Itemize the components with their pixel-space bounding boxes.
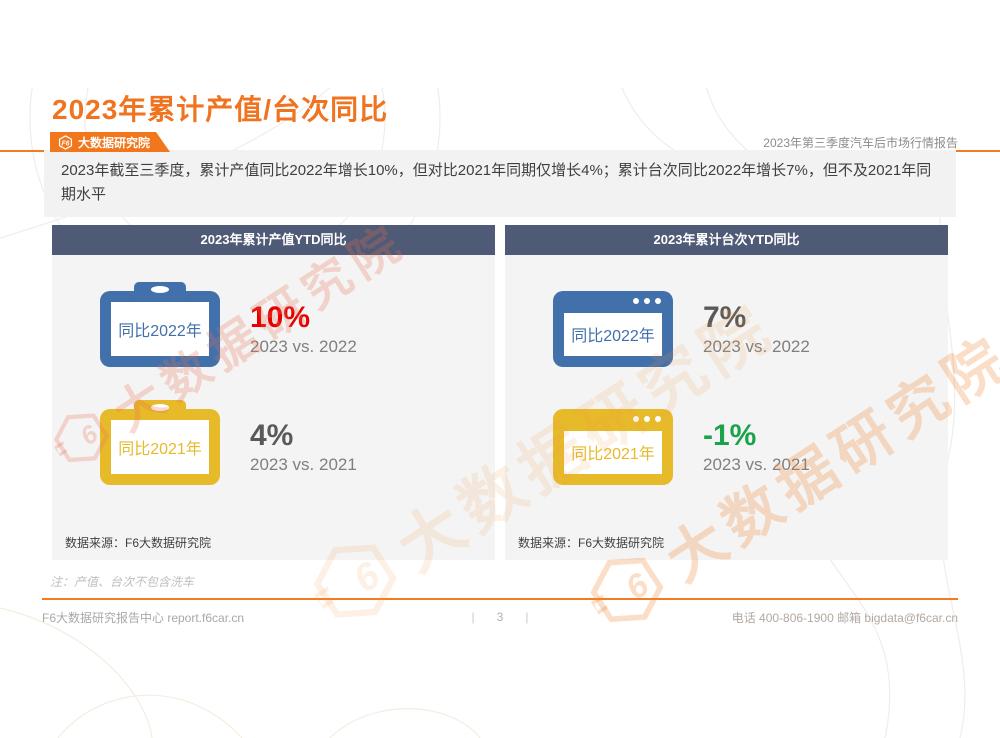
icon-face: 同比2022年: [564, 312, 662, 356]
stat-value: 10%: [250, 300, 311, 334]
icon-label: 同比2021年: [571, 446, 655, 464]
page-number-separator: |: [471, 610, 475, 625]
window-dots-icon: [633, 297, 661, 304]
clipboard-icon: 同比2021年: [100, 399, 220, 485]
panel-header: 2023年累计台次YTD同比: [505, 224, 948, 255]
page-number-separator: |: [525, 610, 529, 625]
icon-face: 同比2021年: [564, 430, 662, 474]
clipboard-clip: [134, 281, 186, 304]
browser-window-icon: 同比2021年: [553, 408, 673, 485]
stat-text: 4% 2023 vs. 2021: [250, 419, 357, 475]
stat-caption: 2023 vs. 2022: [703, 336, 810, 356]
panel-output-value: 2023年累计产值YTD同比 同比2022年 10% 2023 vs. 2022: [52, 224, 495, 560]
icon-face: 同比2022年: [111, 301, 209, 356]
page-number-group: | 3 |: [472, 610, 529, 624]
stat-text: -1% 2023 vs. 2021: [703, 419, 810, 475]
panels-container: 2023年累计产值YTD同比 同比2022年 10% 2023 vs. 2022: [52, 224, 948, 560]
data-source: 数据来源：F6大数据研究院: [518, 535, 665, 550]
clipboard-clip-hole: [151, 403, 169, 411]
summary-box: 2023年截至三季度，累计产值同比2022年增长10%，但对比2021年同期仅增…: [44, 150, 956, 217]
stat-row: 同比2021年 -1% 2023 vs. 2021: [553, 408, 948, 485]
clipboard-icon: 同比2022年: [100, 281, 220, 367]
browser-window-icon: 同比2022年: [553, 290, 673, 367]
stat-text: 7% 2023 vs. 2022: [703, 301, 810, 357]
brand-badge: F6 大数据研究院: [50, 132, 170, 152]
clipboard-clip: [134, 399, 186, 422]
panel-body: 同比2022年 10% 2023 vs. 2022 同比2021年: [52, 254, 495, 560]
icon-label: 同比2022年: [118, 322, 202, 340]
panel-body: 同比2022年 7% 2023 vs. 2022 同比2021年: [505, 254, 948, 560]
clipboard-clip-hole: [151, 285, 169, 293]
stat-row: 同比2021年 4% 2023 vs. 2021: [100, 399, 495, 485]
stat-row: 同比2022年 7% 2023 vs. 2022: [553, 290, 948, 367]
data-source: 数据来源：F6大数据研究院: [65, 535, 212, 550]
panel-vehicle-count: 2023年累计台次YTD同比 同比2022年 7% 2023 vs. 2022: [505, 224, 948, 560]
stat-caption: 2023 vs. 2022: [250, 336, 357, 356]
icon-label: 同比2021年: [118, 440, 202, 458]
bottom-divider: [42, 597, 958, 600]
icon-face: 同比2021年: [111, 419, 209, 474]
footer-contact: 电话 400-806-1900 邮箱 bigdata@f6car.cn: [731, 610, 958, 625]
stat-text: 10% 2023 vs. 2022: [250, 301, 357, 357]
svg-text:F6: F6: [61, 140, 69, 147]
stat-value: 7%: [703, 300, 747, 334]
panel-header: 2023年累计产值YTD同比: [52, 224, 495, 255]
stat-value: 4%: [250, 418, 294, 452]
stat-value: -1%: [703, 418, 757, 452]
brand-name: 大数据研究院: [78, 135, 151, 150]
icon-label: 同比2022年: [571, 328, 655, 346]
page-number: 3: [496, 610, 504, 625]
footer: F6大数据研究报告中心 report.f6car.cn | 3 | 电话 400…: [42, 609, 958, 626]
page-title: 2023年累计产值/台次同比: [52, 94, 389, 125]
footer-report-center: F6大数据研究报告中心 report.f6car.cn: [42, 610, 245, 625]
stat-caption: 2023 vs. 2021: [703, 454, 810, 474]
window-dots-icon: [633, 415, 661, 422]
footnote: 注：产值、台次不包含洗车: [50, 574, 195, 589]
stat-row: 同比2022年 10% 2023 vs. 2022: [100, 281, 495, 367]
slide-content: 2023年累计产值/台次同比 2023年截至三季度，累计产值同比2022年增长1…: [0, 88, 1000, 626]
f6-logo-icon: F6: [58, 135, 73, 150]
stat-caption: 2023 vs. 2021: [250, 454, 357, 474]
